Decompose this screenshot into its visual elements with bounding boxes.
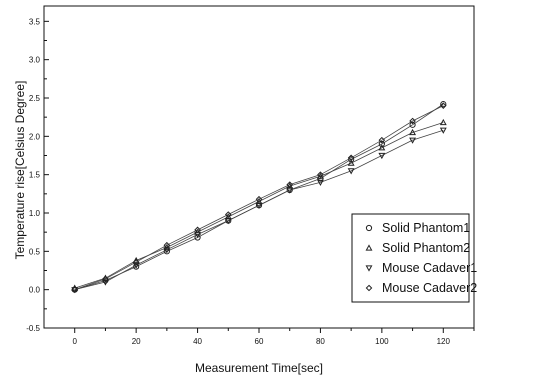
legend: Solid Phantom1 Solid Phantom2 Mouse Cadave… [351,213,477,303]
data-point [101,279,109,286]
data-point [347,168,355,175]
x-tick-label: 100 [375,337,389,346]
data-point [378,136,386,144]
series-4 [71,102,447,293]
x-axis-label: Measurement Time[sec] [195,361,323,375]
data-point [132,258,140,266]
legend-label: Mouse Cadaver2 [382,281,477,295]
legend-marker [365,265,373,272]
data-point [409,137,417,144]
data-point [409,121,416,128]
legend-marker [365,284,373,292]
data-point [347,159,355,166]
data-point [439,102,447,109]
data-point [378,140,385,148]
data-point [409,117,416,125]
x-axis: 0 20 40 60 80 100 120 [72,328,475,346]
data-point [440,101,447,108]
data-point [378,152,386,160]
data-point [102,275,109,283]
y-tick-label: 2.0 [29,132,41,141]
data-point [439,127,447,134]
data-point [316,179,324,186]
y-tick-label: 0.0 [29,286,41,295]
y-tick-label: 1.5 [29,171,41,180]
x-tick-label: 20 [132,337,141,346]
data-point [132,262,140,269]
data-point [409,128,417,136]
x-tick-label: 120 [437,337,451,346]
y-axis: -0.5 0.0 0.5 1.0 1.5 2.0 2.5 3.0 3.5 [26,17,49,333]
y-tick-label: 0.5 [29,247,41,256]
legend-label: Solid Phantom1 [382,221,470,235]
data-point [224,218,232,225]
series-line [74,105,444,291]
data-point [255,202,263,209]
legend-label: Solid Phantom2 [382,241,470,255]
data-point [194,226,201,234]
y-tick-label: 3.5 [29,17,41,26]
data-point [286,181,294,188]
data-point [439,118,447,126]
legend-marker [365,244,373,251]
x-tick-label: 80 [316,337,325,346]
data-point [378,144,386,151]
y-tick-label: -0.5 [26,324,40,333]
y-tick-label: 3.0 [29,56,41,65]
data-point [317,171,324,178]
data-point [194,234,201,241]
data-point [347,154,355,162]
data-point [224,211,232,218]
legend-marker [365,224,373,232]
x-tick-label: 0 [72,337,77,346]
y-tick-label: 1.0 [29,209,41,218]
x-tick-label: 40 [193,337,202,346]
data-point [163,241,171,249]
data-series [71,101,447,294]
y-tick-label: 2.5 [29,94,41,103]
y-axis-label: Temperature rise[Celsius Degree] [13,81,27,260]
legend-label: Mouse Cadaver1 [382,261,477,275]
data-point [255,195,263,203]
x-tick-label: 60 [255,337,264,346]
data-point [71,286,79,293]
